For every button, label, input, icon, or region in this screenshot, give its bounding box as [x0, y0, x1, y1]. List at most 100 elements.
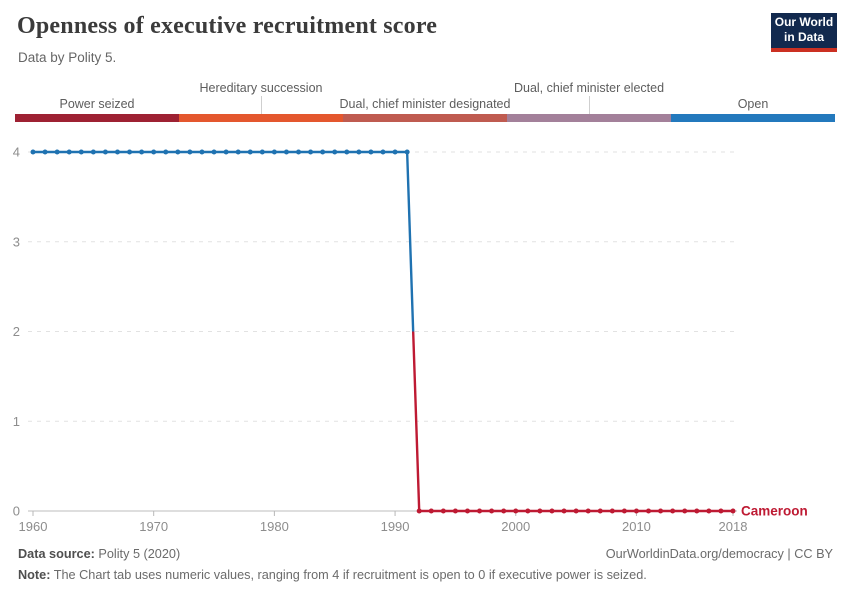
- legend-segment-dual-chief-minister-elected[interactable]: [507, 114, 671, 122]
- data-point: [452, 508, 458, 514]
- data-point: [296, 149, 302, 155]
- data-point: [489, 508, 495, 514]
- data-point: [90, 149, 96, 155]
- legend-segment-power-seized[interactable]: [15, 114, 179, 122]
- legend-segment-dual-chief-minister-designated[interactable]: [343, 114, 507, 122]
- data-point: [682, 508, 688, 514]
- data-point: [223, 149, 229, 155]
- data-point: [706, 508, 712, 514]
- chart-note-text: The Chart tab uses numeric values, rangi…: [53, 568, 647, 582]
- data-point: [151, 149, 157, 155]
- data-point: [175, 149, 181, 155]
- data-point: [404, 149, 410, 155]
- data-point: [356, 149, 362, 155]
- series-line: [33, 150, 415, 332]
- data-point: [187, 149, 193, 155]
- owid-logo-line2: in Data: [783, 30, 824, 44]
- data-point: [30, 149, 36, 155]
- data-point: [235, 149, 241, 155]
- score-color-legend: Power seized Hereditary succession Dual, c…: [15, 81, 835, 122]
- data-point: [368, 149, 374, 155]
- data-point: [66, 149, 72, 155]
- data-point: [525, 508, 531, 514]
- data-point: [670, 508, 676, 514]
- x-tick-label: 1980: [260, 519, 289, 534]
- owid-logo-line1: Our World: [774, 15, 834, 29]
- data-source-value: Polity 5 (2020): [98, 547, 181, 561]
- data-point: [730, 508, 736, 514]
- data-point: [380, 149, 386, 155]
- x-tick-label: 1970: [139, 519, 168, 534]
- data-point: [102, 149, 108, 155]
- data-point: [537, 508, 543, 514]
- data-point: [646, 508, 652, 514]
- data-point: [259, 149, 265, 155]
- data-point: [308, 149, 314, 155]
- data-point: [211, 149, 217, 155]
- x-tick-label: 1990: [381, 519, 410, 534]
- x-tick-label: 1960: [19, 519, 48, 534]
- data-point: [464, 508, 470, 514]
- data-point: [344, 149, 350, 155]
- owid-license-link[interactable]: OurWorldinData.org/democracy | CC BY: [605, 547, 833, 561]
- data-point: [283, 149, 289, 155]
- legend-tick: [589, 96, 590, 114]
- legend-label[interactable]: Hereditary succession: [199, 81, 323, 95]
- data-point: [392, 149, 398, 155]
- legend-label[interactable]: Power seized: [59, 97, 135, 111]
- data-point: [247, 149, 253, 155]
- y-tick-label: 2: [13, 324, 20, 339]
- chart-note: Note: The Chart tab uses numeric values,…: [18, 568, 818, 582]
- data-point: [416, 508, 422, 514]
- data-point: [561, 508, 567, 514]
- data-point: [633, 508, 639, 514]
- data-point: [271, 149, 277, 155]
- data-point: [694, 508, 700, 514]
- data-point: [585, 508, 591, 514]
- legend-label[interactable]: Dual, chief minister elected: [513, 81, 665, 95]
- data-point: [42, 149, 48, 155]
- y-tick-label: 3: [13, 234, 20, 249]
- data-point: [163, 149, 169, 155]
- data-source-label: Data source:: [18, 547, 95, 561]
- data-point: [114, 149, 120, 155]
- data-source: Data source: Polity 5 (2020): [18, 547, 833, 561]
- data-point: [573, 508, 579, 514]
- chart-note-label: Note:: [18, 568, 51, 582]
- x-tick-label: 2000: [501, 519, 530, 534]
- data-point: [501, 508, 507, 514]
- data-point: [621, 508, 627, 514]
- x-tick-label: 2018: [719, 519, 748, 534]
- page-title: Openness of executive recruitment score: [17, 13, 438, 39]
- data-point: [320, 149, 326, 155]
- data-point: [549, 508, 555, 514]
- data-point: [332, 149, 338, 155]
- data-point: [609, 508, 615, 514]
- legend-segment-hereditary-succession[interactable]: [179, 114, 343, 122]
- data-point: [428, 508, 434, 514]
- data-point: [139, 149, 145, 155]
- legend-segment-open[interactable]: [671, 114, 835, 122]
- data-point: [513, 508, 519, 514]
- data-point: [440, 508, 446, 514]
- entity-label[interactable]: Cameroon: [741, 504, 808, 519]
- y-tick-label: 0: [13, 504, 20, 519]
- chart-subtitle: Data by Polity 5.: [18, 50, 117, 65]
- legend-tick: [261, 96, 262, 114]
- y-tick-label: 1: [13, 414, 20, 429]
- x-tick-label: 2010: [622, 519, 651, 534]
- data-point: [127, 149, 133, 155]
- data-point: [54, 149, 60, 155]
- legend-label[interactable]: Open: [737, 97, 769, 111]
- owid-logo[interactable]: Our World in Data: [771, 13, 837, 52]
- data-point: [597, 508, 603, 514]
- data-point: [718, 508, 724, 514]
- series-line: [411, 331, 733, 513]
- y-tick-label: 4: [13, 145, 20, 160]
- legend-label[interactable]: Dual, chief minister designated: [339, 97, 511, 111]
- data-point: [658, 508, 664, 514]
- data-point: [78, 149, 84, 155]
- data-point: [199, 149, 205, 155]
